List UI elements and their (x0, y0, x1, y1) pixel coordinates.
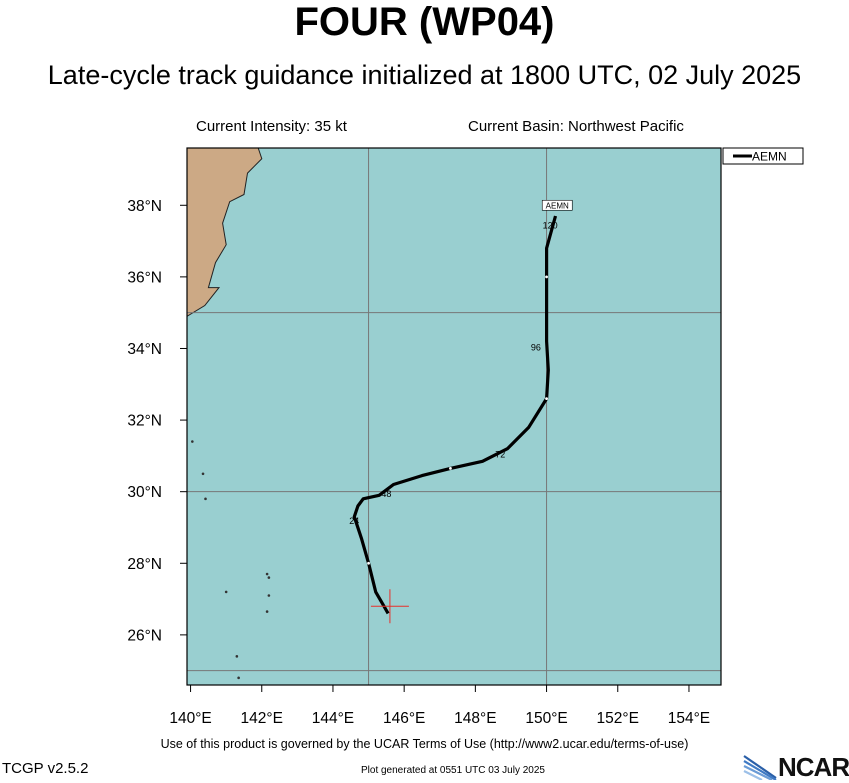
island-0 (201, 472, 205, 476)
chart-title: FOUR (WP04) (294, 0, 555, 44)
map-frame (186, 147, 722, 686)
legend-box: AEMN (722, 147, 804, 165)
island-6 (235, 655, 239, 658)
island-2 (265, 572, 269, 576)
track-tick-2 (545, 397, 548, 400)
track-tick-1 (449, 467, 452, 470)
island-5 (265, 610, 269, 613)
current-intensity-label: Current Intensity: 35 kt (196, 118, 347, 135)
track-tick-0 (367, 561, 370, 565)
island-7 (237, 676, 240, 680)
legend-label-aemn: AEMN (752, 150, 787, 164)
x-tick-label-0: 140°E (169, 710, 211, 727)
track-hour-label-24: 24 (349, 516, 359, 526)
ocean-background (187, 148, 721, 685)
land-layer (187, 148, 271, 680)
generated-timestamp: Plot generated at 0551 UTC 03 July 2025 (360, 765, 545, 776)
honshu-land (187, 148, 263, 317)
track-hour-label-72: 72 (495, 450, 505, 460)
track-hour-label-96: 96 (531, 342, 541, 352)
x-tick-label-2: 144°E (312, 710, 354, 727)
track-tick-3 (545, 275, 548, 279)
track-end-label-box (541, 199, 573, 211)
y-tick-label-3: 32°N (127, 413, 162, 430)
x-tick-label-4: 148°E (454, 710, 496, 727)
x-tick-label-5: 150°E (525, 710, 567, 727)
y-tick-label-2: 30°N (127, 484, 162, 501)
chart-subtitle: Late-cycle track guidance initialized at… (47, 60, 802, 90)
track-hour-label-120: 120 (543, 221, 558, 231)
x-tick-label-3: 146°E (383, 710, 425, 727)
x-tick-label-1: 142°E (241, 710, 283, 727)
track-layer: 24 48 72 96 120 AEMN (349, 199, 573, 624)
y-tick-label-0: 26°N (127, 627, 162, 644)
ncar-logo-icon (743, 755, 777, 780)
ncar-logo: NCAR (742, 752, 849, 782)
track-map: 24 48 72 96 120 AEMN 140°E 142°E 144°E 146°E 148°… (127, 147, 804, 727)
track-hour-label-48: 48 (381, 489, 391, 499)
grid-layer (187, 148, 721, 685)
x-tick-label-6: 152°E (597, 710, 639, 727)
island-3 (267, 576, 271, 579)
y-tick-label-4: 34°N (127, 341, 162, 358)
x-tick-label-7: 154°E (668, 710, 710, 727)
version-label: TCGP v2.5.2 (2, 760, 89, 777)
track-end-label: AEMN (546, 201, 569, 210)
ncar-logo-text: NCAR (778, 752, 849, 782)
y-tick-label-5: 36°N (127, 269, 162, 286)
current-basin-label: Current Basin: Northwest Pacific (468, 118, 684, 135)
island-9 (191, 440, 194, 443)
terms-of-use: Use of this product is governed by the U… (160, 737, 689, 751)
y-tick-label-1: 28°N (127, 556, 162, 573)
y-tick-label-6: 38°N (127, 198, 162, 215)
island-8 (224, 590, 228, 594)
island-1 (204, 497, 207, 501)
island-4 (267, 594, 271, 597)
axis-ticks: 140°E 142°E 144°E 146°E 148°E 150°E 152°E 154°E… (127, 198, 710, 727)
